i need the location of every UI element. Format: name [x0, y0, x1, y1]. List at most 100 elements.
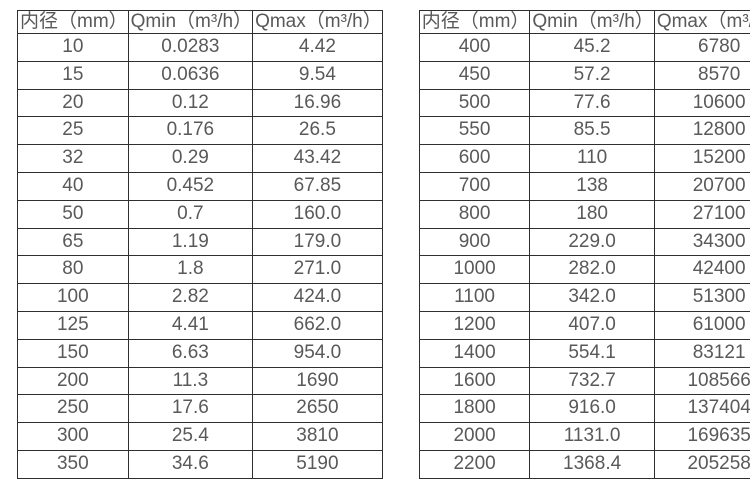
- cell-qmin: 554.1: [529, 338, 655, 368]
- cell-qmax: 8570: [653, 60, 750, 90]
- cell-qmin: 1.19: [127, 227, 254, 257]
- table-row: 150 6.63 954.0: [17, 338, 383, 368]
- table-row: 400 45.2 6780: [418, 33, 750, 62]
- cell-qmax: 26.5: [252, 116, 383, 146]
- table-row: 1800 916.0 137404: [418, 394, 750, 424]
- cell-qmin: 85.5: [529, 116, 655, 146]
- table-row: 1600 732.7 108566: [418, 366, 750, 396]
- cell-diameter: 1400: [418, 338, 531, 368]
- cell-qmin: 138: [529, 171, 655, 201]
- table-row: 350 34.6 5190: [17, 449, 383, 479]
- cell-qmin: 732.7: [529, 366, 655, 396]
- cell-qmin: 0.0283: [127, 33, 254, 62]
- cell-qmax: 424.0: [252, 283, 383, 312]
- cell-qmin: 0.176: [127, 116, 254, 146]
- cell-diameter: 550: [418, 116, 531, 146]
- cell-qmax: 4.42: [252, 33, 383, 62]
- cell-qmin: 0.0636: [127, 60, 254, 90]
- cell-qmin: 2.82: [127, 283, 254, 312]
- cell-qmax: 662.0: [252, 310, 383, 340]
- cell-diameter: 900: [418, 227, 531, 257]
- table-row: 2000 1131.0 169635: [418, 422, 750, 451]
- cell-qmin: 45.2: [529, 33, 655, 62]
- header-qmax: Qmax（m³/h）: [653, 10, 750, 34]
- cell-qmax: 67.85: [252, 171, 383, 201]
- cell-qmin: 110: [529, 144, 655, 173]
- cell-qmax: 43.42: [252, 144, 383, 173]
- cell-qmin: 282.0: [529, 255, 655, 285]
- cell-qmax: 169635: [653, 422, 750, 451]
- cell-qmax: 42400: [653, 255, 750, 285]
- table-row: 900 229.0 34300: [418, 227, 750, 257]
- table-row: 250 17.6 2650: [17, 394, 383, 424]
- cell-diameter: 600: [418, 144, 531, 173]
- table-row: 40 0.452 67.85: [17, 171, 383, 201]
- cell-qmin: 0.29: [127, 144, 254, 173]
- cell-qmax: 205258: [653, 449, 750, 479]
- cell-qmax: 9.54: [252, 60, 383, 90]
- cell-diameter: 15: [17, 60, 129, 90]
- cell-diameter: 800: [418, 199, 531, 229]
- cell-qmin: 77.6: [529, 88, 655, 118]
- table-row: 200 11.3 1690: [17, 366, 383, 396]
- table-row: 800 180 27100: [418, 199, 750, 229]
- header-row: 内径（mm） Qmin（m³/h） Qmax（m³/h）: [418, 10, 750, 34]
- table-row: 25 0.176 26.5: [17, 116, 383, 146]
- cell-qmax: 83121: [653, 338, 750, 368]
- table-row: 1000 282.0 42400: [418, 255, 750, 285]
- cell-diameter: 32: [17, 144, 129, 173]
- flow-table-right: 内径（mm） Qmin（m³/h） Qmax（m³/h） 40045.26780…: [418, 10, 750, 479]
- table-row: 15 0.0636 9.54: [17, 60, 383, 90]
- table-row: 1200 407.0 61000: [418, 310, 750, 340]
- header-qmin: Qmin（m³/h）: [127, 10, 254, 34]
- cell-qmin: 180: [529, 199, 655, 229]
- table-row: 2200 1368.4 205258: [418, 449, 750, 479]
- cell-diameter: 150: [17, 338, 129, 368]
- cell-qmin: 229.0: [529, 227, 655, 257]
- cell-diameter: 2000: [418, 422, 531, 451]
- cell-diameter: 450: [418, 60, 531, 90]
- cell-qmin: 34.6: [127, 449, 254, 479]
- cell-qmin: 0.12: [127, 88, 254, 118]
- header-qmax: Qmax（m³/h）: [252, 10, 383, 34]
- cell-qmax: 61000: [653, 310, 750, 340]
- header-row: 内径（mm） Qmin（m³/h） Qmax（m³/h）: [17, 10, 383, 34]
- cell-diameter: 1000: [418, 255, 531, 285]
- cell-qmax: 51300: [653, 283, 750, 312]
- flow-table-left: 内径（mm） Qmin（m³/h） Qmax（m³/h） 10 0.0283 4.4…: [17, 10, 383, 479]
- cell-qmax: 179.0: [252, 227, 383, 257]
- cell-qmax: 5190: [252, 449, 383, 479]
- cell-qmax: 15200: [653, 144, 750, 173]
- table-row: 100 2.82 424.0: [17, 283, 383, 312]
- cell-diameter: 1800: [418, 394, 531, 424]
- cell-diameter: 65: [17, 227, 129, 257]
- cell-qmax: 108566: [653, 366, 750, 396]
- table-row: 20 0.12 16.96: [17, 88, 383, 118]
- cell-qmax: 10600: [653, 88, 750, 118]
- cell-diameter: 50: [17, 199, 129, 229]
- cell-diameter: 400: [418, 33, 531, 62]
- cell-qmax: 27100: [653, 199, 750, 229]
- cell-qmin: 57.2: [529, 60, 655, 90]
- cell-qmax: 16.96: [252, 88, 383, 118]
- table-row: 550 85.5 12800: [418, 116, 750, 146]
- table-row: 500 77.6 10600: [418, 88, 750, 118]
- table-row: 125 4.41 662.0: [17, 310, 383, 340]
- cell-diameter: 20: [17, 88, 129, 118]
- header-diameter: 内径（mm）: [418, 10, 531, 34]
- cell-diameter: 125: [17, 310, 129, 340]
- cell-qmax: 954.0: [252, 338, 383, 368]
- table-row: 600 110 15200: [418, 144, 750, 173]
- cell-qmin: 407.0: [529, 310, 655, 340]
- cell-qmin: 1131.0: [529, 422, 655, 451]
- cell-qmin: 1368.4: [529, 449, 655, 479]
- table-row: 700 138 20700: [418, 171, 750, 201]
- cell-qmin: 916.0: [529, 394, 655, 424]
- cell-qmin: 4.41: [127, 310, 254, 340]
- cell-qmax: 137404: [653, 394, 750, 424]
- cell-qmin: 25.4: [127, 422, 254, 451]
- cell-qmax: 2650: [252, 394, 383, 424]
- cell-qmin: 6.63: [127, 338, 254, 368]
- table-row: 450 57.2 8570: [418, 60, 750, 90]
